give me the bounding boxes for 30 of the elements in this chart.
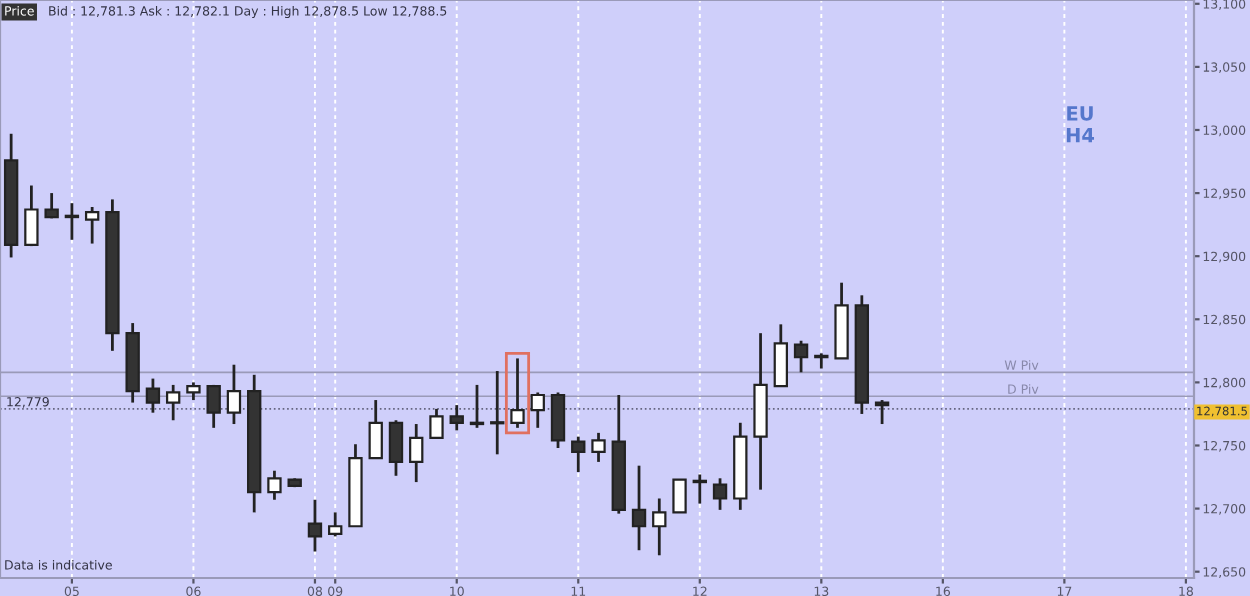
candlestick — [368, 398, 383, 460]
candlestick — [591, 431, 606, 464]
candlestick — [267, 469, 282, 502]
candlestick — [44, 191, 59, 220]
candlestick — [84, 205, 100, 245]
candlestick — [550, 391, 566, 450]
candlestick — [874, 398, 890, 426]
annotation: EU H4 — [1066, 106, 1095, 143]
candlestick — [409, 422, 424, 484]
candlestick — [530, 391, 545, 430]
candlestick — [672, 478, 687, 514]
candlestick — [226, 363, 242, 426]
candlestick — [449, 403, 464, 432]
candlestick — [24, 184, 39, 248]
candlestick — [712, 476, 728, 512]
candlestick — [145, 377, 161, 415]
candlestick — [206, 383, 221, 430]
candlestick — [631, 464, 647, 552]
candlestick — [793, 339, 809, 374]
candlestick — [469, 383, 485, 430]
candlestick — [429, 407, 444, 440]
candlestick — [490, 369, 505, 456]
candlestick — [510, 357, 525, 430]
candlestick — [64, 201, 80, 242]
candlestick — [571, 435, 586, 474]
candlestick — [307, 498, 323, 553]
candlestick — [165, 383, 181, 422]
candlestick — [388, 418, 404, 478]
candlestick — [652, 497, 667, 557]
candlestick — [773, 322, 788, 388]
